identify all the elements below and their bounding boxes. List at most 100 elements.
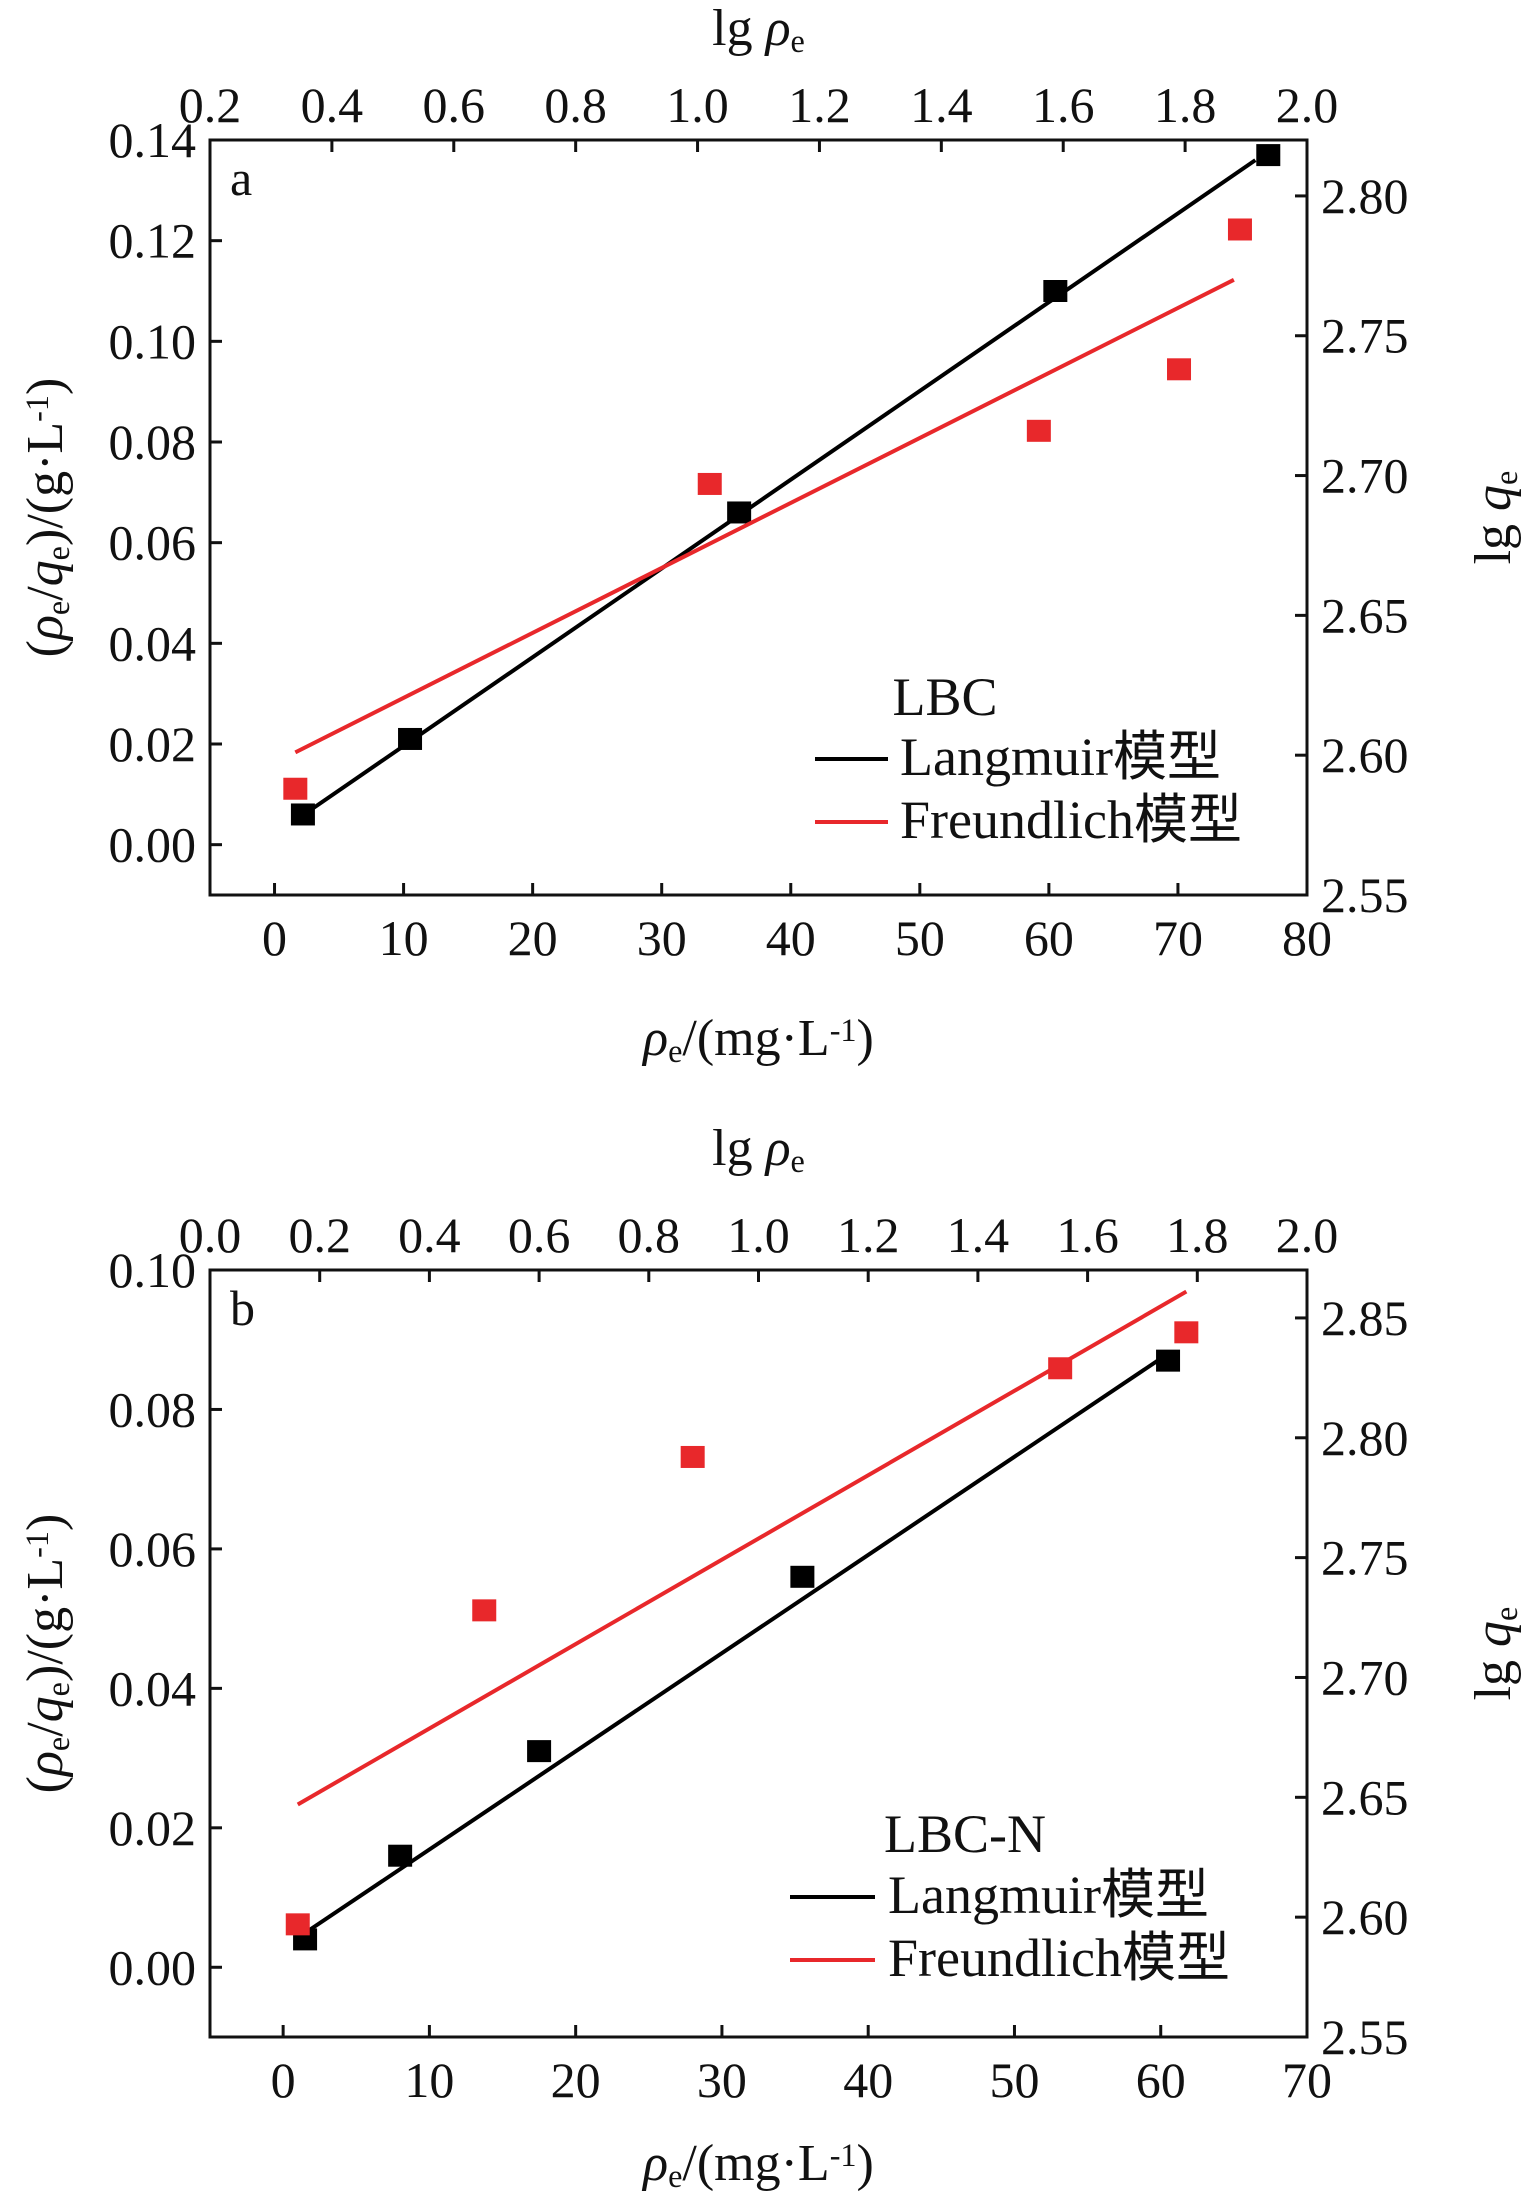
data-point <box>1043 280 1068 302</box>
top-tick-label: 0.2 <box>288 1207 351 1263</box>
top-tick-label: 1.8 <box>1166 1207 1229 1263</box>
panel-label: b <box>230 1280 255 1336</box>
data-point <box>388 1844 413 1867</box>
top-tick-label: 2.0 <box>1276 1207 1339 1263</box>
data-point <box>1167 358 1192 381</box>
data-point <box>398 727 423 750</box>
right-tick-label: 2.65 <box>1321 1769 1409 1825</box>
right-tick-label: 2.55 <box>1321 2009 1409 2065</box>
data-point <box>1174 1321 1199 1344</box>
x-tick-label: 60 <box>1136 2052 1186 2108</box>
top-axis-title: lg ρe <box>712 1120 805 1179</box>
y-tick-label: 0.06 <box>109 515 197 571</box>
right-axis-title: lg qe <box>1465 471 1524 565</box>
data-point <box>1156 1349 1181 1372</box>
panel-label: a <box>230 150 252 206</box>
legend-title: LBC <box>892 667 997 727</box>
y-tick-label: 0.00 <box>109 1939 197 1995</box>
top-tick-label: 0.4 <box>398 1207 461 1263</box>
y-tick-label: 0.10 <box>109 313 197 369</box>
top-tick-label: 1.6 <box>1056 1207 1119 1263</box>
data-point <box>727 501 752 524</box>
x-tick-label: 30 <box>697 2052 747 2108</box>
y-tick-label: 0.10 <box>109 1242 197 1298</box>
y-tick-label: 0.08 <box>109 1381 197 1437</box>
top-tick-label: 1.2 <box>788 77 851 133</box>
y-tick-label: 0.06 <box>109 1521 197 1577</box>
right-tick-label: 2.65 <box>1321 587 1409 643</box>
y-tick-label: 0.00 <box>109 817 197 873</box>
data-point <box>680 1445 705 1468</box>
right-axis-title: lg qe <box>1465 1607 1524 1701</box>
legend-entry: Langmuir模型 <box>888 1865 1209 1925</box>
x-tick-label: 30 <box>637 910 687 966</box>
top-tick-label: 0.6 <box>508 1207 571 1263</box>
right-tick-label: 2.60 <box>1321 1889 1409 1945</box>
y-tick-label: 0.12 <box>109 213 197 269</box>
right-tick-label: 2.80 <box>1321 168 1409 224</box>
left-axis-title: (ρe/qe)/(g·L-1) <box>17 378 76 658</box>
top-tick-label: 1.0 <box>727 1207 790 1263</box>
top-tick-label: 0.2 <box>179 77 242 133</box>
top-tick-label: 1.8 <box>1154 77 1217 133</box>
x-tick-label: 70 <box>1153 910 1203 966</box>
series-langmuir <box>290 144 1281 826</box>
legend-title: LBC-N <box>884 1804 1046 1864</box>
chart-panel-a: 0 10 20 30 40 50 60 70 80 0.00 0.02 0.04 0.06 0.08 0.1… <box>17 0 1524 1069</box>
top-tick-label: 1.4 <box>947 1207 1010 1263</box>
x-tick-label: 20 <box>551 2052 601 2108</box>
top-tick-label: 0.6 <box>423 77 486 133</box>
y-tick-label: 0.02 <box>109 1800 197 1856</box>
data-point <box>1048 1357 1073 1380</box>
right-tick-label: 2.55 <box>1321 867 1409 923</box>
top-tick-label: 2.0 <box>1276 77 1339 133</box>
x-tick-label: 80 <box>1282 910 1332 966</box>
left-axis-title: (ρe/qe)/(g·L-1) <box>17 1514 76 1794</box>
top-tick-label: 1.6 <box>1032 77 1095 133</box>
right-tick-label: 2.70 <box>1321 1649 1409 1705</box>
x-tick-label: 0 <box>271 2052 296 2108</box>
data-point <box>1227 218 1252 241</box>
y-tick-label: 0.02 <box>109 716 197 772</box>
x-tick-label: 10 <box>404 2052 454 2108</box>
right-tick-label: 2.75 <box>1321 1530 1409 1586</box>
series-langmuir <box>293 1349 1181 1951</box>
x-tick-label: 60 <box>1024 910 1074 966</box>
x-tick-label: 50 <box>989 2052 1039 2108</box>
bottom-axis-title: ρe/(mg·L-1) <box>641 2135 874 2194</box>
legend-entry: Freundlich模型 <box>888 1928 1230 1988</box>
fit-line <box>296 1289 1188 1807</box>
top-axis-title: lg ρe <box>712 0 805 59</box>
top-tick-label: 0.8 <box>618 1207 681 1263</box>
data-point <box>1026 419 1051 442</box>
y-tick-label: 0.08 <box>109 414 197 470</box>
x-tick-label: 40 <box>843 2052 893 2108</box>
data-point <box>1256 144 1281 167</box>
top-tick-label: 1.4 <box>910 77 973 133</box>
y-tick-label: 0.14 <box>109 112 197 168</box>
top-tick-label: 0.0 <box>179 1207 242 1263</box>
data-point <box>790 1565 815 1588</box>
y-tick-label: 0.04 <box>109 1660 197 1716</box>
data-point <box>285 1913 310 1936</box>
plot-frame <box>208 138 1309 897</box>
bottom-axis-title: ρe/(mg·L-1) <box>641 1010 874 1069</box>
legend-entry: Freundlich模型 <box>900 790 1242 850</box>
data-point <box>283 777 308 800</box>
x-tick-label: 50 <box>895 910 945 966</box>
fit-line <box>299 1352 1170 1938</box>
right-tick-label: 2.60 <box>1321 727 1409 783</box>
data-point <box>527 1740 552 1763</box>
right-tick-label: 2.70 <box>1321 448 1409 504</box>
y-tick-label: 0.04 <box>109 615 197 671</box>
data-point <box>472 1599 497 1622</box>
top-tick-label: 0.4 <box>301 77 364 133</box>
x-tick-label: 70 <box>1282 2052 1332 2108</box>
fit-line <box>299 158 1257 819</box>
top-tick-label: 1.0 <box>666 77 729 133</box>
data-point <box>697 472 722 495</box>
data-point <box>290 803 315 826</box>
